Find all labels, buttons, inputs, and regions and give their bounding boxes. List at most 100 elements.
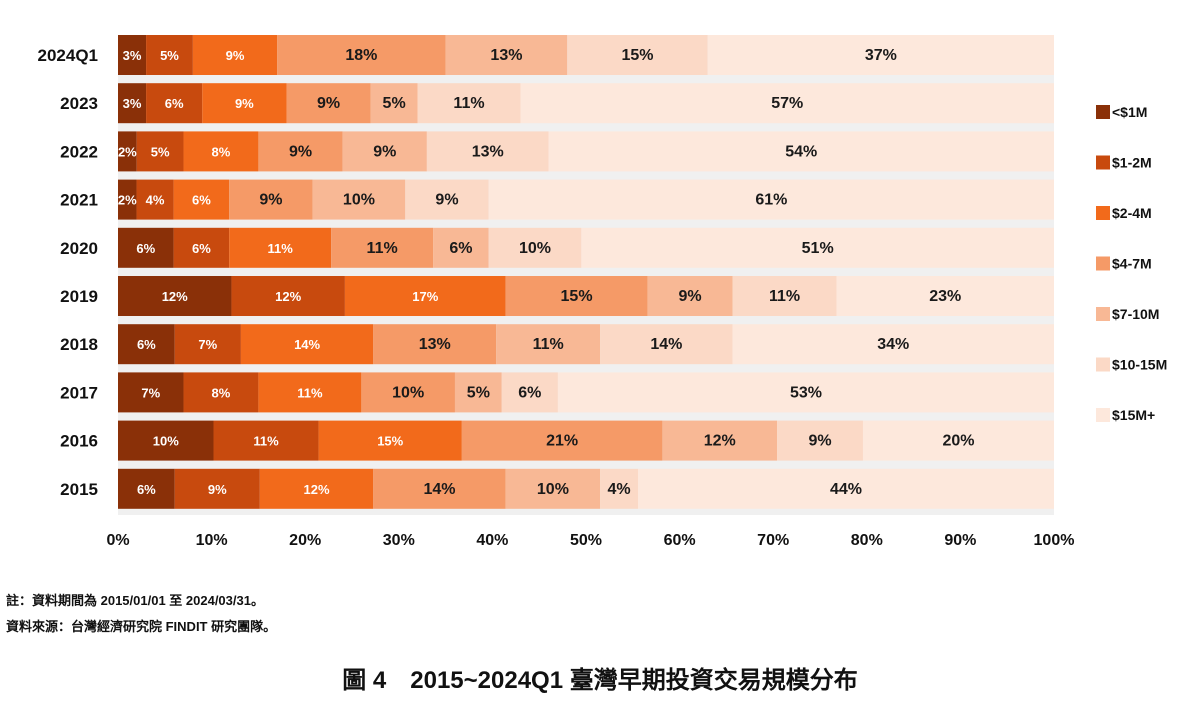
data-label: 9%: [435, 192, 458, 209]
bar-segment: [638, 468, 1054, 509]
bar-segment: [192, 35, 278, 75]
bar-segment: [662, 420, 778, 461]
bar-segment: [600, 324, 733, 365]
data-label: 17%: [412, 289, 438, 304]
data-label: 11%: [533, 336, 564, 353]
bar-segment: [732, 276, 837, 316]
data-label: 9%: [678, 288, 701, 305]
data-label: 9%: [373, 143, 396, 160]
bar-segment: [173, 227, 230, 268]
legend-swatch: [1096, 357, 1110, 372]
bar-segment: [231, 276, 345, 316]
bar-segment: [136, 179, 174, 220]
bar-segment: [146, 83, 203, 124]
bar-segment: [488, 179, 1054, 220]
data-label: 6%: [136, 241, 155, 256]
data-label: 44%: [830, 481, 862, 498]
data-label: 5%: [467, 384, 490, 401]
legend-label: $15M+: [1112, 407, 1155, 423]
data-label: 2%: [118, 144, 137, 159]
x-tick-label: 10%: [196, 532, 228, 549]
data-label: 3%: [123, 96, 142, 111]
category-label: 2018: [60, 335, 98, 354]
category-label: 2020: [60, 239, 98, 258]
x-tick-label: 20%: [289, 532, 321, 549]
stacked-bar-chart: 3% 5% 9% 18% 13% 15% 37% 3% 6% 9% 9% 5% 11% 57% 2% 5% 8%…: [38, 35, 1167, 549]
bar-segment: [118, 276, 232, 316]
bar-segment: [505, 276, 648, 316]
data-label: 54%: [785, 143, 817, 160]
data-label: 51%: [802, 240, 834, 257]
bar-segment: [426, 131, 549, 172]
data-label: 6%: [192, 241, 211, 256]
data-label: 7%: [141, 385, 160, 400]
data-label: 6%: [137, 337, 156, 352]
legend-swatch: [1096, 307, 1110, 321]
bar-segment: [118, 179, 137, 220]
data-label: 5%: [160, 48, 179, 63]
data-label: 61%: [755, 192, 787, 209]
data-label: 9%: [317, 95, 340, 112]
data-label: 20%: [942, 433, 974, 450]
data-label: 13%: [490, 47, 522, 64]
data-label: 10%: [343, 192, 375, 209]
data-label: 14%: [294, 337, 320, 352]
legend-label: $2-4M: [1112, 205, 1152, 221]
data-label: 6%: [518, 384, 541, 401]
bar-segment: [118, 227, 174, 268]
bar-segment: [373, 468, 506, 509]
legend-label: $10-15M: [1112, 357, 1167, 373]
bar-segment: [118, 35, 147, 75]
legend-swatch: [1096, 256, 1110, 271]
bars-group: 3% 5% 9% 18% 13% 15% 37% 3% 6% 9% 9% 5% 11% 57% 2% 5% 8%…: [118, 35, 1054, 509]
data-label: 11%: [453, 95, 484, 112]
bar-segment: [361, 372, 455, 413]
bar-segment: [118, 372, 184, 413]
data-label: 13%: [419, 336, 451, 353]
bar-segment: [777, 420, 863, 461]
bar-segment: [836, 276, 1054, 316]
bar-segment: [600, 468, 638, 509]
data-label: 37%: [865, 47, 897, 64]
category-label: 2022: [60, 142, 98, 161]
bar-segment: [118, 83, 147, 124]
data-label: 11%: [268, 241, 294, 256]
period-note: 註：資料期間為 2015/01/01 至 2024/03/31。: [6, 593, 264, 608]
legend-label: $4-7M: [1112, 256, 1152, 272]
bar-segment: [732, 324, 1054, 365]
bar-segment: [707, 35, 1054, 75]
data-label: 2%: [118, 193, 137, 208]
data-label: 15%: [377, 434, 403, 449]
bar-segment: [118, 131, 137, 172]
bar-segment: [647, 276, 733, 316]
bar-segment: [405, 179, 489, 220]
bar-segment: [373, 324, 497, 365]
data-label: 53%: [790, 384, 822, 401]
bar-segment: [259, 468, 374, 509]
data-label: 10%: [153, 434, 179, 449]
data-label: 18%: [345, 47, 377, 64]
x-tick-label: 60%: [664, 532, 696, 549]
data-label: 6%: [137, 482, 156, 497]
data-label: 9%: [808, 433, 831, 450]
bar-segment: [433, 227, 489, 268]
bar-segment: [174, 324, 241, 365]
bar-segment: [240, 324, 374, 365]
data-label: 5%: [383, 95, 406, 112]
bar-segment: [286, 83, 371, 124]
data-label: 11%: [769, 288, 800, 305]
bar-segment: [118, 468, 175, 509]
data-label: 9%: [235, 96, 254, 111]
category-label: 2015: [60, 480, 98, 499]
legend-swatch: [1096, 105, 1110, 119]
bar-segment: [417, 83, 521, 124]
legend-label: $7-10M: [1112, 306, 1159, 322]
bar-segment: [118, 324, 175, 365]
data-label: 11%: [367, 240, 398, 257]
bar-segment: [370, 83, 418, 124]
bar-segment: [183, 131, 259, 172]
x-tick-label: 30%: [383, 532, 415, 549]
bar-segment: [344, 276, 506, 316]
data-label: 4%: [146, 193, 165, 208]
data-label: 6%: [165, 96, 184, 111]
